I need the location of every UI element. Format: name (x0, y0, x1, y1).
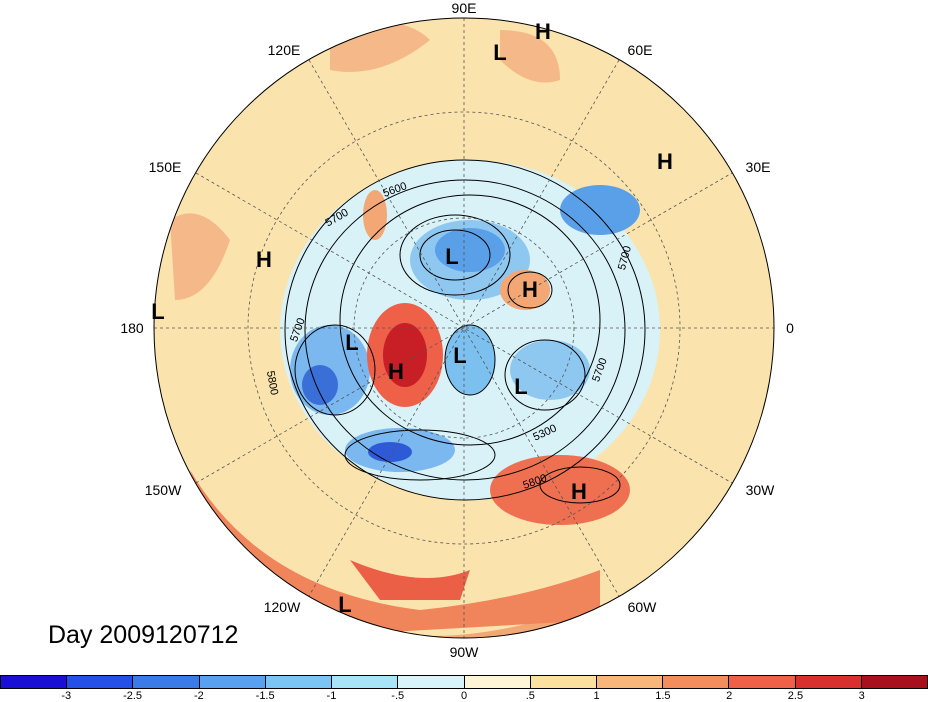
colorbar-tick-label: 1.5 (655, 690, 671, 702)
colorbar-swatch (729, 675, 796, 689)
colorbar-tick-label: 0 (460, 690, 468, 702)
colorbar-tick-label: .5 (525, 690, 535, 702)
colorbar-swatch (795, 675, 862, 689)
colorbar-tick-label: -.5 (391, 690, 405, 702)
high-pressure-marker: H (522, 277, 538, 302)
high-pressure-marker: H (571, 479, 587, 504)
colorbar-swatch (332, 675, 399, 689)
colorbar (0, 675, 928, 689)
height-contours (284, 159, 646, 504)
colorbar-tick-label: 2.5 (787, 690, 804, 702)
graticule (154, 18, 774, 638)
lon-label-120e: 120E (267, 42, 301, 58)
colorbar-tick-label: 3 (858, 690, 865, 702)
colorbar-swatch (265, 675, 333, 689)
colorbar-swatch (663, 675, 730, 689)
colorbar-swatch (199, 675, 266, 689)
low-pressure-marker: L (345, 330, 359, 355)
low-pressure-marker: L (151, 299, 165, 324)
colorbar-tick-label: -3 (61, 690, 72, 702)
colorbar-swatch (398, 675, 465, 689)
colorbar-swatch (530, 675, 597, 689)
high-pressure-marker: H (388, 359, 404, 384)
colorbar-tick-label: -2 (193, 690, 204, 702)
low-pressure-marker: L (445, 244, 459, 269)
lon-label-150e: 150E (148, 159, 182, 175)
anomaly-field (154, 18, 774, 638)
lon-label-0: 0 (786, 320, 794, 336)
colorbar-swatch (861, 675, 928, 689)
lon-label-30e: 30E (745, 159, 771, 175)
map-boundary (153, 17, 775, 639)
high-pressure-marker: H (535, 19, 551, 44)
lon-label-60e: 60E (627, 42, 653, 58)
lon-label-60w: 60W (627, 599, 657, 615)
colorbar-tick-label: -2.5 (123, 690, 143, 702)
colorbar-swatch (133, 675, 200, 689)
lon-label-150w: 150W (144, 482, 182, 498)
colorbar-tick-label: 1 (593, 690, 600, 702)
low-pressure-marker: L (338, 592, 352, 617)
lon-label-30w: 30W (745, 482, 775, 498)
colorbar-tick-label: -1 (326, 690, 337, 702)
high-pressure-marker: H (657, 149, 673, 174)
low-pressure-marker: L (493, 40, 507, 65)
lon-label-90e: 90E (451, 0, 477, 16)
colorbar-swatch (596, 675, 664, 689)
date-label: Day 2009120712 (48, 621, 239, 649)
colorbar-swatch (67, 675, 134, 689)
lon-label-120w: 120W (263, 599, 301, 615)
colorbar-swatch (0, 675, 68, 689)
low-pressure-marker: L (514, 374, 528, 399)
colorbar-tick-label: 2 (726, 690, 733, 702)
colorbar-tick-label: -1.5 (255, 690, 275, 702)
low-pressure-marker: L (453, 343, 467, 368)
colorbar-swatch (464, 675, 531, 689)
lon-label-90w: 90W (449, 644, 479, 660)
lon-label-180: 180 (120, 320, 144, 336)
high-pressure-marker: H (256, 247, 272, 272)
